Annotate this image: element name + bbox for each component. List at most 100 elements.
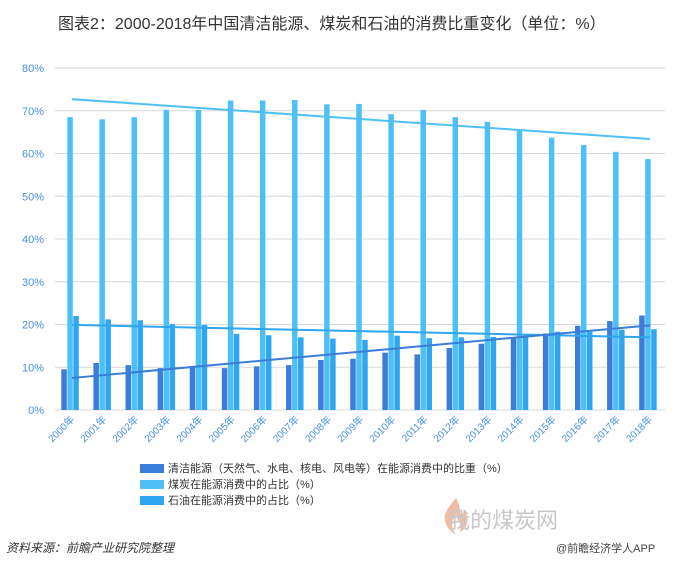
bar — [382, 352, 388, 410]
legend: 清洁能源（天然气、水电、核电、风电等）在能源消费中的比重（%） 煤炭在能源消费中… — [140, 461, 508, 509]
x-tick-label: 2010年 — [366, 413, 398, 445]
y-tick-label: 20% — [22, 320, 44, 332]
x-tick-label: 2017年 — [591, 413, 623, 445]
bar — [195, 109, 202, 411]
bar — [586, 331, 593, 410]
bar — [645, 159, 651, 410]
bar — [286, 365, 292, 410]
bar — [522, 335, 529, 410]
bar — [446, 348, 453, 410]
flame-logo-icon — [444, 498, 468, 534]
bar — [516, 129, 523, 410]
bar — [484, 121, 491, 411]
bar — [490, 336, 497, 410]
bar — [131, 117, 138, 410]
bar — [253, 366, 260, 410]
chart-canvas: 0% 10% 20% 30% 40% 50% 60% 70% 80% 2000年 2001年 2002… — [22, 63, 665, 445]
bar — [420, 109, 426, 411]
trendline — [71, 98, 651, 140]
x-tick-label: 2006年 — [238, 413, 270, 445]
x-tick-label: 2013年 — [463, 413, 495, 445]
bar — [61, 369, 67, 410]
bar — [548, 137, 555, 410]
bar — [265, 335, 272, 410]
x-tick-label: 2007年 — [270, 413, 302, 445]
x-tick-label: 2003年 — [141, 413, 173, 445]
source-note: 资料来源：前瞻产业研究院整理 — [6, 541, 175, 555]
bar — [362, 339, 368, 410]
bar — [613, 151, 619, 411]
bar — [99, 119, 105, 411]
legend-swatch-clean — [140, 463, 164, 473]
y-tick-label: 60% — [22, 149, 44, 161]
x-tick-label: 2004年 — [174, 413, 206, 445]
legend-swatch-coal — [140, 479, 164, 489]
bar — [259, 100, 266, 411]
x-tick-label: 2016年 — [559, 413, 591, 445]
x-tick-label: 2001年 — [77, 413, 109, 445]
x-tick-label: 2018年 — [623, 413, 655, 445]
bar — [67, 117, 73, 410]
bar — [356, 103, 362, 410]
x-tick-label: 2008年 — [302, 413, 334, 445]
y-tick-label: 10% — [22, 362, 44, 374]
bar — [452, 117, 459, 410]
x-tick-label: 2015年 — [527, 413, 559, 445]
legend-swatch-oil — [140, 495, 164, 505]
bar — [73, 315, 79, 410]
bar — [651, 329, 657, 410]
x-tick-label: 2000年 — [45, 413, 77, 445]
bar — [414, 354, 420, 410]
y-tick-label: 70% — [22, 106, 44, 118]
y-tick-label: 50% — [22, 191, 44, 203]
x-tick-label: 2011年 — [399, 413, 430, 444]
bar — [189, 365, 196, 410]
bar — [388, 114, 394, 411]
y-tick-label: 30% — [22, 277, 44, 289]
bar — [426, 338, 432, 410]
x-tick-label: 2002年 — [109, 413, 141, 445]
x-tick-label: 2009年 — [334, 413, 366, 445]
bar — [607, 321, 613, 410]
y-tick-label: 40% — [22, 234, 44, 246]
legend-label-coal: 煤炭在能源消费中的占比（%） — [168, 479, 321, 491]
bar — [221, 368, 228, 410]
app-credit: @前瞻经济学人APP — [556, 543, 656, 555]
bar — [510, 337, 517, 410]
y-tick-label: 80% — [22, 63, 44, 75]
bar — [157, 368, 164, 410]
trendline — [71, 324, 651, 379]
bar — [292, 100, 298, 410]
bar — [542, 333, 549, 410]
bar — [201, 324, 208, 410]
bar — [458, 337, 465, 410]
bar — [93, 362, 99, 410]
bar — [394, 335, 400, 410]
bar — [619, 329, 625, 410]
bar — [639, 315, 645, 410]
bar — [163, 109, 170, 411]
x-tick-label: 2014年 — [495, 413, 527, 445]
legend-item-oil: 石油在能源消费中的占比（%） — [140, 493, 508, 507]
bar — [318, 359, 324, 410]
x-tick-label: 2012年 — [430, 413, 462, 445]
legend-item-clean: 清洁能源（天然气、水电、核电、风电等）在能源消费中的比重（%） — [140, 461, 508, 475]
watermark-text: 我的煤炭网 — [448, 508, 559, 533]
bar — [137, 320, 144, 410]
chart-title: 图表2：2000-2018年中国清洁能源、煤炭和石油的消费比重变化（单位：%） — [58, 16, 606, 33]
bar — [574, 325, 581, 410]
trendline — [72, 323, 650, 339]
bar — [580, 144, 587, 410]
legend-label-clean: 清洁能源（天然气、水电、核电、风电等）在能源消费中的比重（%） — [168, 463, 508, 475]
legend-label-oil: 石油在能源消费中的占比（%） — [168, 495, 321, 507]
bar — [478, 343, 485, 410]
bar — [105, 319, 111, 410]
legend-item-coal: 煤炭在能源消费中的占比（%） — [140, 477, 508, 491]
bar — [554, 331, 561, 410]
bar — [330, 338, 336, 410]
bar — [233, 333, 240, 410]
bar — [227, 100, 234, 411]
y-tick-label: 0% — [28, 405, 44, 417]
x-tick-label: 2005年 — [206, 413, 238, 445]
bar — [125, 365, 132, 410]
